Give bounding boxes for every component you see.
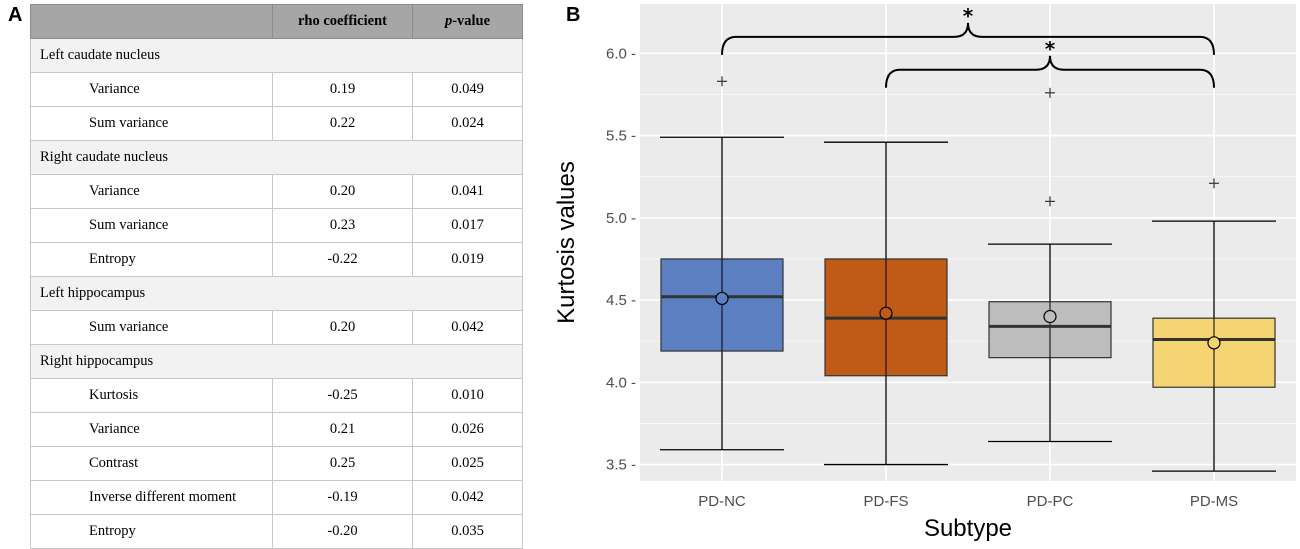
feature-name: Kurtosis [30,378,273,413]
table-row: Entropy -0.22 0.019 [30,242,523,277]
rho-value: 0.25 [272,446,413,481]
header-p-italic: p [444,13,453,29]
p-value: 0.019 [412,242,523,277]
header-p-value: p-value [412,4,523,39]
rho-value: 0.19 [272,72,413,107]
plot-background [640,4,1296,481]
y-tick-label: 6.0 - [606,45,636,62]
table-row: Sum variance 0.22 0.024 [30,106,523,141]
mean-marker [1043,309,1057,324]
p-value: 0.041 [412,174,523,209]
rho-value: 0.22 [272,106,413,141]
p-value: 0.035 [412,514,523,549]
x-tick-label: PD-FS [864,493,909,510]
rho-value: 0.21 [272,412,413,447]
y-tick-label: 3.5 - [606,457,636,474]
x-tick-label: PD-NC [698,493,746,510]
rho-value: 0.23 [272,208,413,243]
section-title: Right caudate nucleus [30,140,523,175]
x-tick-label: PD-MS [1190,493,1238,510]
section-title: Right hippocampus [30,344,523,379]
significance-star: * [1045,37,1056,61]
rho-value: -0.19 [272,480,413,515]
section-row: Left caudate nucleus [30,38,523,73]
x-axis-title: Subtype [924,515,1012,542]
table-row: Variance 0.19 0.049 [30,72,523,107]
mean-marker [879,306,893,320]
feature-name: Entropy [30,514,273,549]
p-value: 0.026 [412,412,523,447]
rho-value: -0.25 [272,378,413,413]
section-row: Right hippocampus [30,344,523,379]
p-value: 0.042 [412,310,523,345]
boxplot-chart: 3.5 - 4.0 - 4.5 - 5.0 - 5.5 - 6.0 - PD-NC PD-FS… [553,4,1296,542]
table-row: Entropy -0.20 0.035 [30,514,523,549]
feature-name: Variance [30,72,273,107]
section-row: Right caudate nucleus [30,140,523,175]
y-tick-label: 5.0 - [606,210,636,227]
table-row: Inverse different moment -0.19 0.042 [30,480,523,515]
rho-value: 0.20 [272,174,413,209]
p-value: 0.049 [412,72,523,107]
significance-bracket [721,22,1215,55]
y-tick-label: 4.0 - [606,374,636,391]
header-blank [30,4,273,39]
rho-value: 0.20 [272,310,413,345]
y-tick-label: 4.5 - [606,292,636,309]
header-p-rest: -value [452,13,491,29]
significance-star: * [963,4,974,28]
section-title: Left caudate nucleus [30,38,523,73]
p-value: 0.024 [412,106,523,141]
table-row: Variance 0.21 0.026 [30,412,523,447]
feature-name: Sum variance [30,106,273,141]
mean-marker [715,291,729,306]
table-header-row: rho coefficient p-value [30,4,523,39]
p-value: 0.017 [412,208,523,243]
header-rho: rho coefficient [272,4,413,39]
table-row: Kurtosis -0.25 0.010 [30,378,523,413]
feature-name: Variance [30,174,273,209]
x-tick-label: PD-PC [1027,493,1074,510]
rho-value: -0.20 [272,514,413,549]
feature-name: Sum variance [30,310,273,345]
correlation-table: rho coefficient p-value Left caudate nuc… [30,4,523,549]
mean-marker [1207,336,1221,350]
feature-name: Entropy [30,242,273,277]
table-row: Sum variance 0.20 0.042 [30,310,523,345]
section-row: Left hippocampus [30,276,523,311]
feature-name: Contrast [30,446,273,481]
feature-name: Sum variance [30,208,273,243]
section-title: Left hippocampus [30,276,523,311]
table-row: Contrast 0.25 0.025 [30,446,523,481]
feature-name: Variance [30,412,273,447]
table-row: Variance 0.20 0.041 [30,174,523,209]
y-axis-title: Kurtosis values [553,161,580,324]
panel-label-a: A [8,4,23,26]
y-tick-label: 5.5 - [606,128,636,145]
feature-name: Inverse different moment [30,480,273,515]
table-row: Sum variance 0.23 0.017 [30,208,523,243]
p-value: 0.025 [412,446,523,481]
p-value: 0.042 [412,480,523,515]
rho-value: -0.22 [272,242,413,277]
panel-label-b: B [566,4,581,26]
p-value: 0.010 [412,378,523,413]
